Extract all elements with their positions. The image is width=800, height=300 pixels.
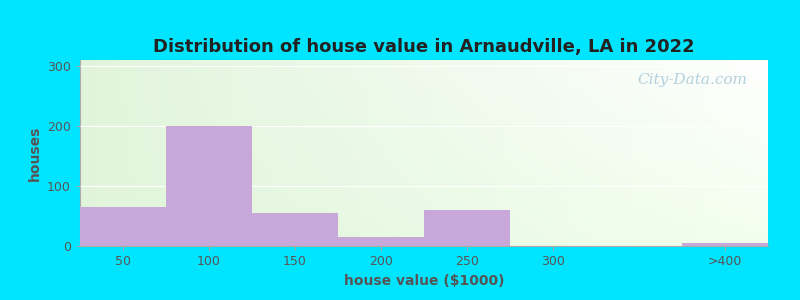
X-axis label: house value ($1000): house value ($1000) — [344, 274, 504, 288]
Text: City-Data.com: City-Data.com — [638, 73, 747, 87]
Bar — [166, 126, 251, 246]
Bar — [81, 207, 166, 246]
Bar — [425, 210, 510, 246]
Title: Distribution of house value in Arnaudville, LA in 2022: Distribution of house value in Arnaudvil… — [153, 38, 695, 56]
Bar — [682, 243, 767, 246]
Y-axis label: houses: houses — [27, 125, 42, 181]
Bar — [338, 237, 423, 246]
Bar — [253, 213, 338, 246]
